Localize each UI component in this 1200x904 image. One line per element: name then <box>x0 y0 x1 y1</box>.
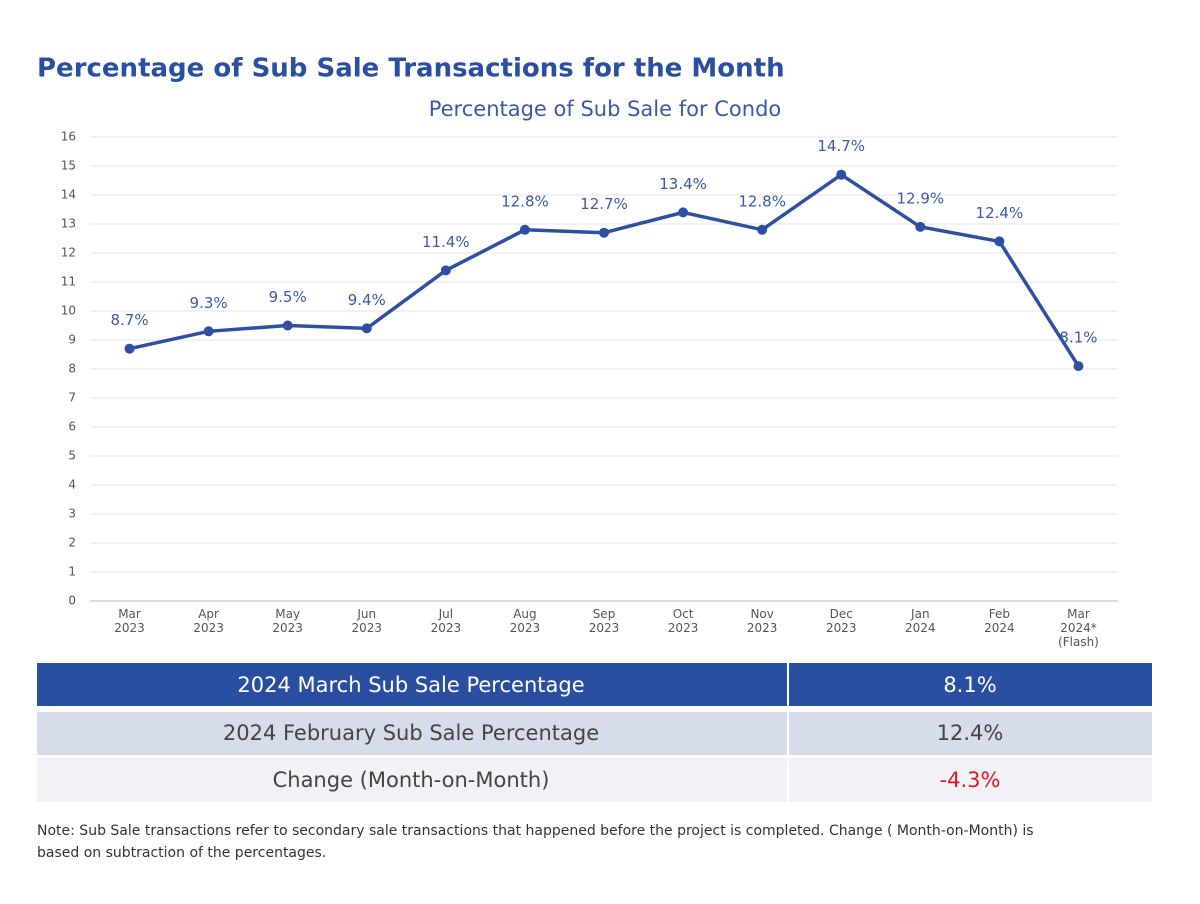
chart-title: Percentage of Sub Sale for Condo <box>429 97 782 121</box>
y-tick-label: 15 <box>61 159 76 173</box>
table-cell: -4.3% <box>940 768 1001 792</box>
point <box>519 224 530 235</box>
table-cell: 2024 March Sub Sale Percentage <box>237 673 584 697</box>
y-tick-label: 7 <box>68 391 76 405</box>
y-tick-label: 11 <box>61 275 76 289</box>
point <box>203 326 214 337</box>
table-cell: 2024 February Sub Sale Percentage <box>223 721 599 745</box>
y-tick-label: 9 <box>68 333 76 347</box>
data-label: 9.5% <box>269 288 307 306</box>
x-tick-label: Apr 2023 <box>193 607 224 635</box>
y-tick-label: 6 <box>68 420 76 434</box>
table-row-bg <box>789 758 1152 802</box>
y-tick-label: 10 <box>61 304 76 318</box>
y-tick-label: 12 <box>61 246 76 260</box>
x-tick-label: Aug 2023 <box>510 607 541 635</box>
y-tick-label: 1 <box>68 565 76 579</box>
data-label: 8.1% <box>1059 329 1097 347</box>
data-label: 11.4% <box>422 233 470 251</box>
data-label: 9.4% <box>348 291 386 309</box>
x-tick-label: Sep 2023 <box>589 607 620 635</box>
point <box>836 169 847 180</box>
data-label: 12.7% <box>580 195 628 213</box>
y-tick-label: 13 <box>61 217 76 231</box>
point <box>124 343 135 354</box>
x-tick-label: Jan 2024 <box>905 607 936 635</box>
y-tick-label: 16 <box>61 130 76 144</box>
table-row-bg <box>789 663 1152 706</box>
point <box>599 227 609 238</box>
point <box>994 236 1005 247</box>
table-cell: 12.4% <box>937 721 1004 745</box>
data-label: 9.3% <box>190 294 228 312</box>
x-tick-label: Jun 2023 <box>351 607 382 635</box>
point <box>440 265 451 276</box>
point <box>282 320 293 331</box>
x-tick-label: Mar 2023 <box>114 607 145 635</box>
x-tick-label: Oct 2023 <box>668 607 699 635</box>
data-label: 12.8% <box>738 192 786 210</box>
point <box>757 224 768 235</box>
point <box>678 207 689 218</box>
data-label: 12.4% <box>976 204 1024 222</box>
data-label: 12.9% <box>896 189 944 207</box>
table-row-bg <box>789 712 1152 755</box>
y-tick-label: 4 <box>68 478 76 492</box>
x-tick-label: Feb 2024 <box>984 607 1015 635</box>
y-tick-label: 8 <box>68 362 76 376</box>
data-label: 12.8% <box>501 192 549 210</box>
table-cell: 8.1% <box>943 673 996 697</box>
point <box>361 323 372 334</box>
x-tick-label: Dec 2023 <box>826 607 857 635</box>
x-tick-label: Jul 2023 <box>431 607 462 635</box>
point <box>1073 361 1084 372</box>
table-row-bg <box>37 758 787 802</box>
data-label: 13.4% <box>659 175 707 193</box>
y-tick-label: 0 <box>68 594 76 608</box>
y-tick-label: 14 <box>61 188 76 202</box>
table-row-bg <box>37 663 787 706</box>
note: Note: Sub Sale transactions refer to sec… <box>37 823 1034 839</box>
point <box>915 221 926 232</box>
note: based on subtraction of the percentages. <box>37 845 326 861</box>
x-tick-label: Mar 2024* (Flash) <box>1058 607 1099 649</box>
y-tick-label: 3 <box>68 507 76 521</box>
data-label: 14.7% <box>817 137 865 155</box>
y-tick-label: 2 <box>68 536 76 550</box>
page-title: Percentage of Sub Sale Transactions for … <box>37 54 785 84</box>
x-tick-label: May 2023 <box>272 607 303 635</box>
data-label: 8.7% <box>110 311 148 329</box>
table-row-bg <box>37 712 787 755</box>
y-tick-label: 5 <box>68 449 76 463</box>
x-tick-label: Nov 2023 <box>747 607 778 635</box>
table-cell: Change (Month-on-Month) <box>273 768 550 792</box>
